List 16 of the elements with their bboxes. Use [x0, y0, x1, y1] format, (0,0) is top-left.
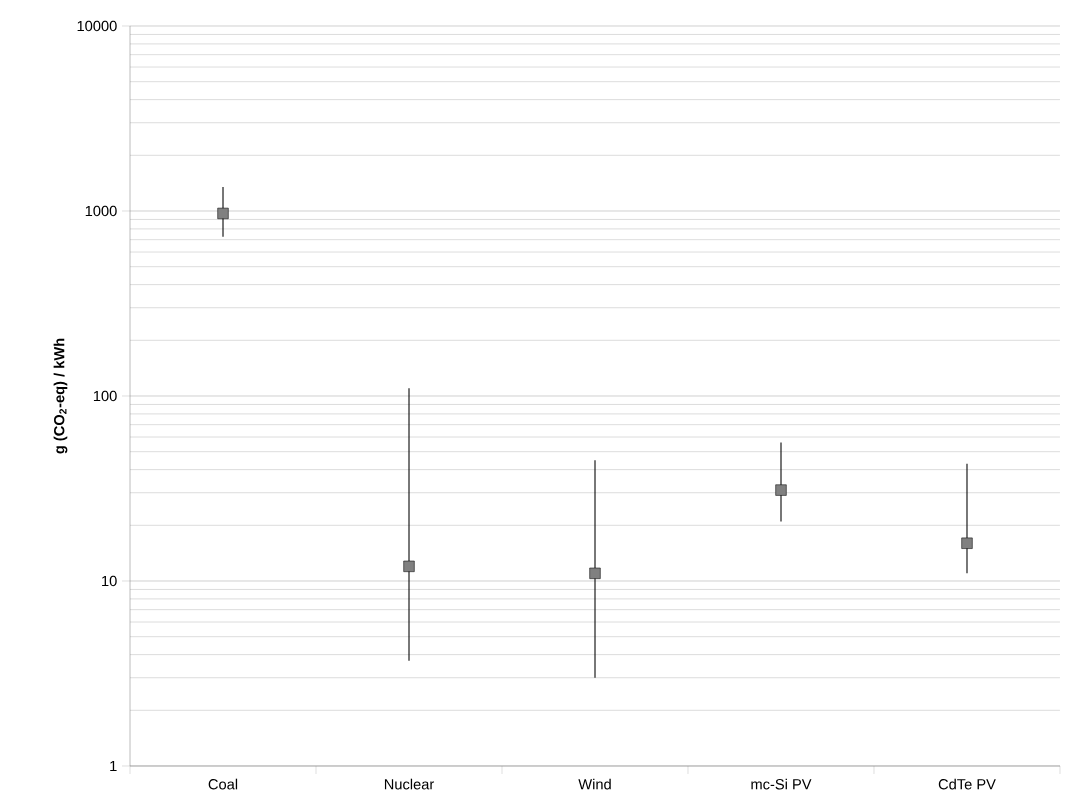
y-axis-title: g (CO$_{2}$-eq) / kWh — [53, 338, 68, 454]
point — [961, 537, 973, 549]
y-tick-label: 1 — [110, 760, 117, 772]
x-tick-label: CdTe PV — [938, 778, 996, 790]
y-tick-label: 10000 — [77, 20, 117, 32]
y-tick-label: 1000 — [85, 205, 117, 217]
point — [589, 567, 601, 579]
point — [217, 207, 229, 220]
x-tick-label: Wind — [578, 778, 611, 790]
x-tick-label: mc-Si PV — [751, 778, 812, 790]
x-tick-label: Nuclear — [384, 778, 435, 790]
y-tick-label: 100 — [93, 390, 117, 402]
x-tick-label: Coal — [208, 778, 238, 790]
point — [775, 484, 787, 496]
point — [403, 560, 415, 572]
y-tick-label: 10 — [102, 575, 117, 587]
